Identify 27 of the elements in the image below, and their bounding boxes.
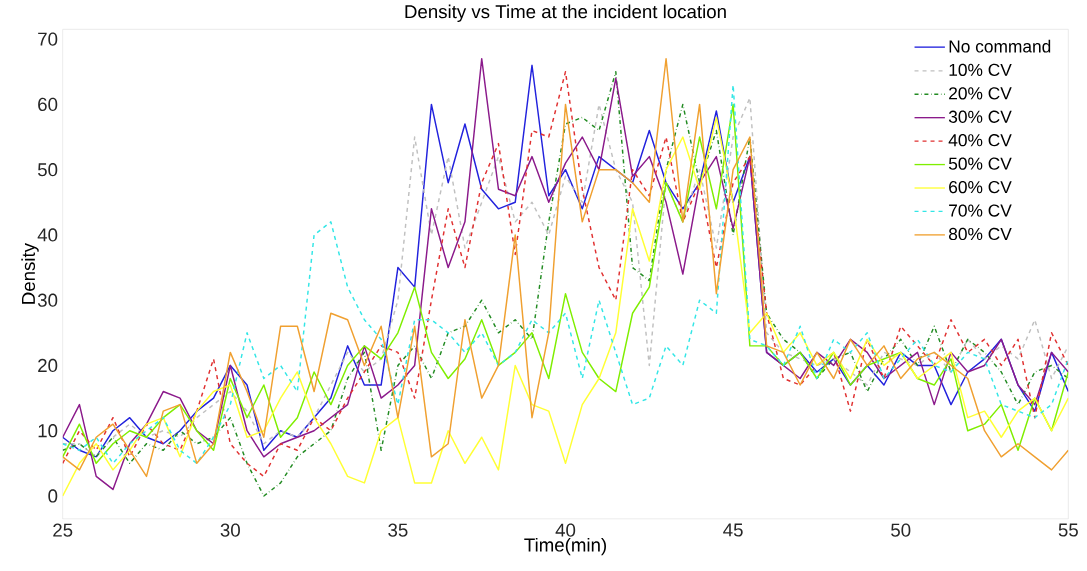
y-tick-label: 70 — [38, 32, 58, 46]
y-tick-label: 40 — [37, 228, 58, 242]
y-axis-title: Density — [21, 243, 39, 304]
x-tick-label: 40 — [555, 523, 576, 537]
legend-label: 30% CV — [948, 110, 1012, 123]
x-tick-label: 55 — [1058, 523, 1078, 537]
y-tick-label: 30 — [37, 293, 58, 307]
x-axis-title: Time(min) — [524, 537, 607, 556]
chart-title: Density vs Time at the incident location — [405, 4, 726, 23]
y-tick-label: 20 — [38, 358, 58, 373]
legend-label: No command — [949, 39, 1051, 53]
x-tick-label: 30 — [220, 523, 240, 537]
x-tick-label: 25 — [53, 523, 73, 537]
x-tick-label: 50 — [891, 523, 911, 537]
legend-label: 60% CV — [949, 181, 1012, 194]
x-tick-label: 35 — [388, 523, 408, 537]
legend-label: 70% CV — [949, 204, 1012, 217]
legend-label: 10% CV — [949, 63, 1012, 77]
y-tick-label: 50 — [37, 163, 58, 177]
legend-label: 80% CV — [948, 227, 1012, 241]
y-tick-label: 60 — [38, 97, 58, 112]
y-tick-label: 10 — [38, 424, 58, 438]
x-tick-label: 45 — [723, 523, 743, 537]
legend-label: 50% CV — [948, 157, 1012, 170]
legend-label: 20% CV — [949, 87, 1012, 100]
legend-label: 40% CV — [948, 134, 1012, 147]
y-tick-label: 0 — [48, 489, 58, 503]
